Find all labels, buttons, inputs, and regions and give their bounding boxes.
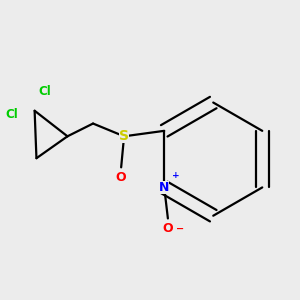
- Text: N: N: [159, 181, 169, 194]
- Text: −: −: [176, 224, 184, 234]
- Text: Cl: Cl: [38, 85, 51, 98]
- Text: S: S: [119, 129, 129, 143]
- Text: +: +: [172, 171, 180, 180]
- Text: Cl: Cl: [5, 108, 18, 121]
- Text: O: O: [163, 222, 173, 235]
- Text: O: O: [116, 171, 127, 184]
